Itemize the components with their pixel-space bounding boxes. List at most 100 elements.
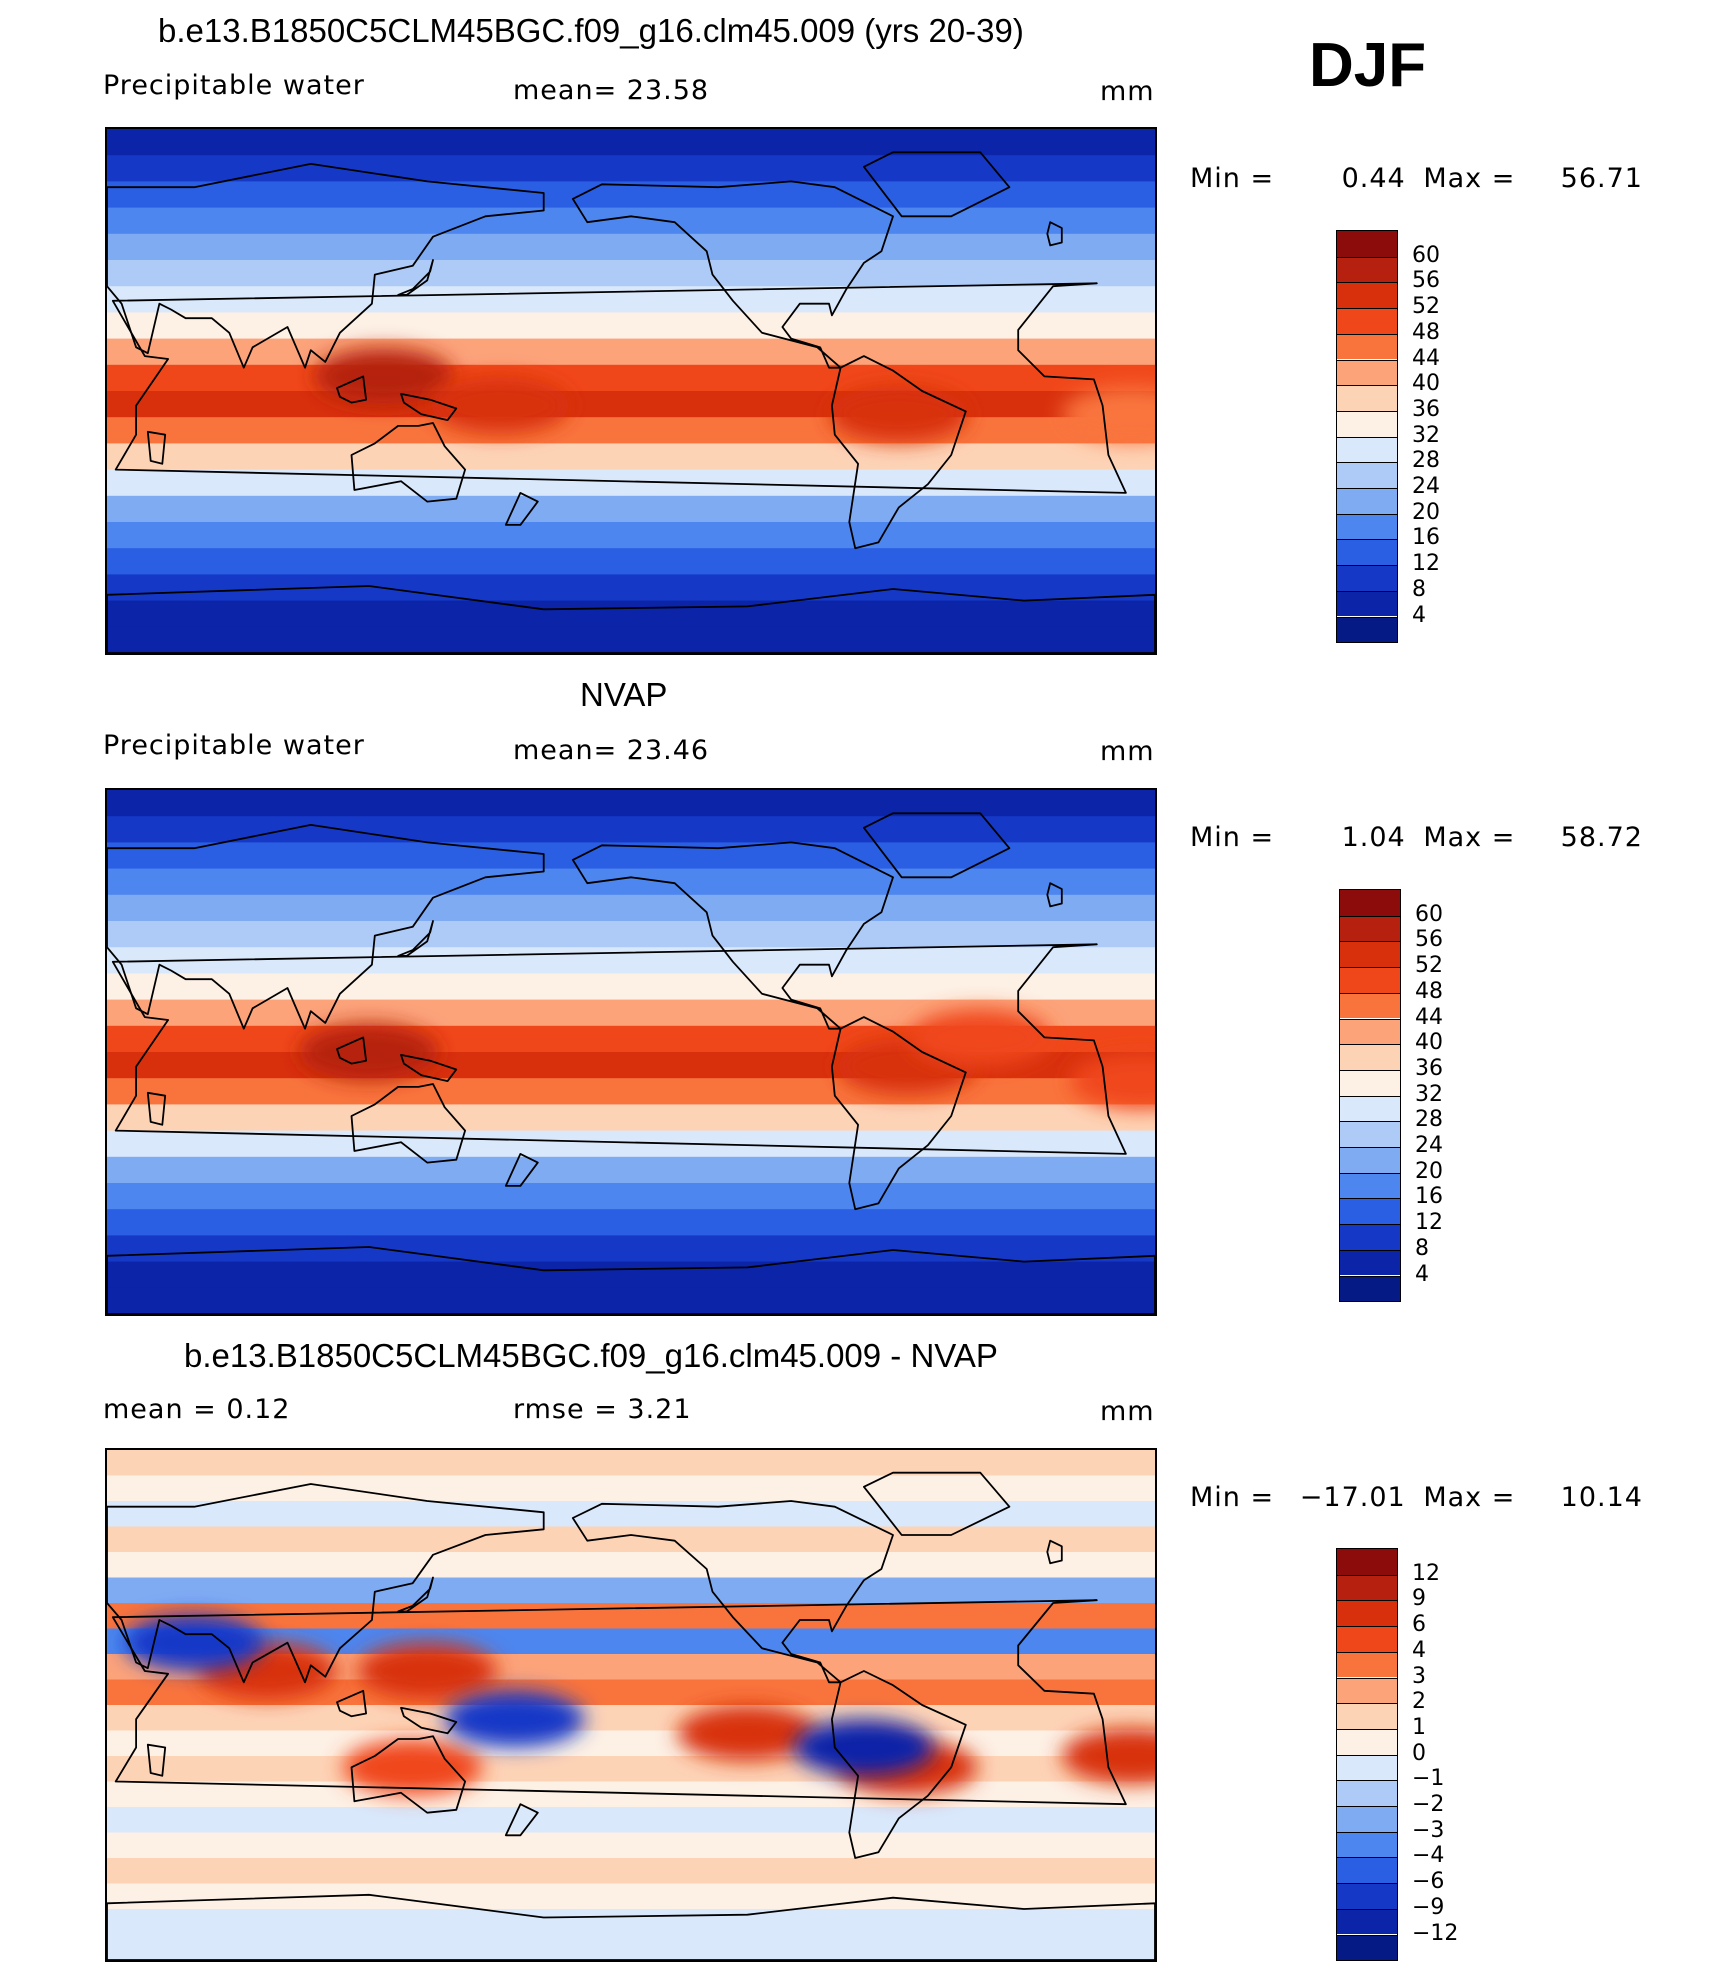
field-band bbox=[107, 1858, 1155, 1885]
colorbar-swatch bbox=[1337, 1857, 1397, 1884]
field-band bbox=[107, 1475, 1155, 1502]
field-band bbox=[107, 338, 1155, 366]
colorbar-swatch bbox=[1337, 359, 1397, 386]
field-band bbox=[107, 417, 1155, 445]
coastline bbox=[400, 392, 458, 422]
colorbar-swatch bbox=[1337, 1934, 1397, 1961]
colorbar-tick-label: 20 bbox=[1415, 1158, 1443, 1184]
colorbar-tick-label: 36 bbox=[1412, 396, 1440, 422]
min-label-obs: Min = 1.04 Max = 58.72 bbox=[1190, 822, 1643, 853]
colorbar-tick-label: 8 bbox=[1412, 576, 1426, 602]
map-field-obs bbox=[107, 790, 1155, 1314]
colorbar-tick-label: 28 bbox=[1412, 448, 1440, 474]
panel-mean-obs: mean= 23.46 bbox=[513, 735, 710, 766]
colorbar-swatch bbox=[1337, 333, 1397, 360]
field-band bbox=[107, 364, 1155, 392]
colorbar-tick-label: 56 bbox=[1412, 268, 1440, 294]
map-panel-diff bbox=[105, 1448, 1157, 1962]
colorbar-swatch bbox=[1340, 941, 1400, 968]
colorbar-tick-label: 8 bbox=[1415, 1235, 1429, 1261]
field-band bbox=[107, 921, 1155, 949]
colorbar-swatch bbox=[1337, 1780, 1397, 1806]
colorbar-swatch bbox=[1337, 513, 1397, 540]
colorbar-swatch bbox=[1337, 1677, 1397, 1704]
colorbar-swatch bbox=[1337, 1754, 1397, 1781]
field-band bbox=[107, 286, 1155, 314]
colorbar-tick-label: 2 bbox=[1412, 1689, 1426, 1715]
coastline bbox=[111, 282, 1127, 494]
field-band bbox=[107, 1934, 1155, 1960]
coastline bbox=[571, 841, 894, 1030]
field-band bbox=[107, 1730, 1155, 1757]
panel-mean-diff: mean = 0.12 bbox=[103, 1394, 291, 1425]
coastline bbox=[107, 1246, 1155, 1314]
colorbar-swatch bbox=[1340, 1147, 1400, 1173]
max-value: 10.14 bbox=[1560, 1482, 1643, 1513]
field-band bbox=[107, 260, 1155, 288]
coastline bbox=[1046, 882, 1063, 908]
colorbar-swatch bbox=[1337, 488, 1397, 514]
colorbar-tick-label: −2 bbox=[1412, 1792, 1445, 1817]
field-hotspot-andes bbox=[793, 1719, 934, 1776]
colorbar-tick-label: 16 bbox=[1415, 1184, 1443, 1210]
coastline bbox=[336, 1036, 368, 1065]
colorbar-tick-label: 32 bbox=[1415, 1081, 1443, 1107]
panel-title-diff: b.e13.B1850C5CLM45BGC.f09_g16.clm45.009 … bbox=[184, 1337, 998, 1374]
coastline bbox=[1046, 221, 1063, 247]
field-band bbox=[107, 391, 1155, 419]
colorbar-tick-label: 12 bbox=[1415, 1210, 1443, 1236]
colorbar-tick-label: 40 bbox=[1412, 371, 1440, 397]
min-text: Min = bbox=[1190, 1482, 1275, 1513]
colorbar-swatch bbox=[1337, 565, 1397, 591]
colorbar-frame bbox=[1339, 889, 1401, 1303]
colorbar-tick-label: 36 bbox=[1415, 1055, 1443, 1081]
colorbar-swatch bbox=[1337, 1626, 1397, 1652]
colorbar-obs: 60 56 52 48 44 40 36 32 28 24 20 16 12 8 4 bbox=[1339, 889, 1509, 1303]
field-hotspot-east-pacific bbox=[677, 1705, 818, 1762]
field-band bbox=[107, 1450, 1155, 1477]
field-band bbox=[107, 312, 1155, 340]
coastline bbox=[350, 1735, 467, 1814]
colorbar-tick-label: 52 bbox=[1412, 294, 1440, 320]
colorbar-swatch bbox=[1337, 282, 1397, 309]
colorbar-tick-label: 16 bbox=[1412, 525, 1440, 551]
colorbar-tick-label: 24 bbox=[1415, 1133, 1443, 1158]
field-band bbox=[107, 894, 1155, 922]
coastline bbox=[107, 824, 545, 1030]
map-field-model bbox=[107, 129, 1155, 653]
panel-mean-model: mean= 23.58 bbox=[513, 75, 710, 106]
panel-left-label-model: Precipitable water bbox=[103, 70, 365, 101]
coastline bbox=[146, 1091, 167, 1126]
colorbar-tick-label: 40 bbox=[1415, 1030, 1443, 1056]
colorbar-tick-label: −1 bbox=[1412, 1766, 1445, 1792]
colorbar-swatch bbox=[1337, 462, 1397, 488]
coastline bbox=[397, 259, 434, 296]
max-value: 58.72 bbox=[1560, 822, 1643, 853]
field-band bbox=[107, 1078, 1155, 1106]
coastline bbox=[336, 1689, 368, 1718]
colorbar-tick-label: 48 bbox=[1412, 319, 1440, 345]
field-hotspot-central-africa bbox=[1061, 386, 1155, 443]
coastline bbox=[397, 920, 434, 957]
panel-title-obs: NVAP bbox=[580, 676, 668, 713]
colorbar-swatch bbox=[1340, 1044, 1400, 1070]
field-hotspot-south-china-sea bbox=[357, 1643, 498, 1699]
colorbar-tick-label: 12 bbox=[1412, 551, 1440, 577]
coastline bbox=[350, 422, 467, 503]
colorbar-tick-label: −9 bbox=[1412, 1894, 1445, 1920]
min-value: 1.04 bbox=[1341, 822, 1406, 853]
field-band bbox=[107, 816, 1155, 844]
map-panel-model bbox=[105, 127, 1157, 655]
coastline bbox=[400, 1053, 458, 1083]
colorbar-swatch bbox=[1337, 1806, 1397, 1832]
colorbar-tick-label: 60 bbox=[1415, 901, 1443, 927]
panel-title-model: b.e13.B1850C5CLM45BGC.f09_g16.clm45.009 … bbox=[158, 12, 1024, 49]
field-band bbox=[107, 1209, 1155, 1237]
max-text: Max = bbox=[1423, 163, 1516, 194]
colorbar-swatch bbox=[1340, 1095, 1400, 1122]
colorbar-swatch bbox=[1337, 1549, 1397, 1575]
colorbar-swatch bbox=[1337, 385, 1397, 411]
field-band bbox=[107, 181, 1155, 209]
colorbar-swatch bbox=[1340, 967, 1400, 993]
colorbar-tick-label: −6 bbox=[1412, 1869, 1445, 1895]
